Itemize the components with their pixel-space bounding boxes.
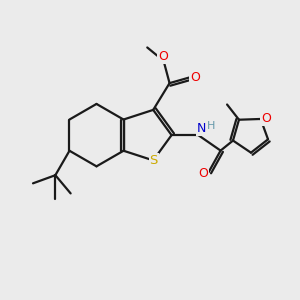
Text: H: H <box>207 121 215 131</box>
Text: O: O <box>261 112 271 125</box>
Text: O: O <box>198 167 208 180</box>
Text: S: S <box>150 154 158 167</box>
Text: O: O <box>158 50 168 63</box>
Text: N: N <box>197 122 207 135</box>
Text: O: O <box>190 71 200 84</box>
